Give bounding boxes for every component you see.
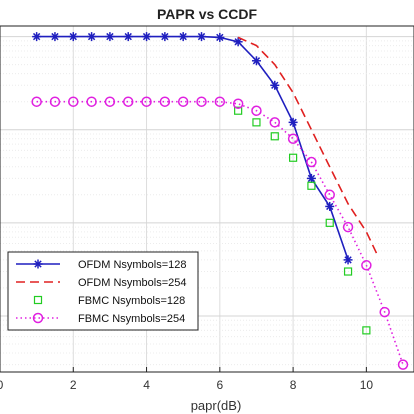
legend-label: FBMC Nsymbols=254 — [78, 313, 185, 325]
data-point-fbmc-128 — [343, 267, 353, 276]
data-point-ofdm-128 — [123, 32, 133, 42]
x-axis-ticks: 0 2 4 6 8 10 — [0, 367, 373, 392]
data-point-fbmc-254 — [86, 96, 97, 107]
legend-item-ofdm-128: OFDM Nsymbols=128 — [16, 259, 187, 271]
plot-frame — [0, 25, 414, 373]
data-point-ofdm-128 — [50, 32, 60, 42]
data-point-fbmc-254 — [31, 96, 42, 107]
data-point-ofdm-128 — [105, 32, 115, 42]
data-point-fbmc-128 — [307, 181, 316, 190]
series-fbmc-254 — [31, 96, 409, 370]
x-tick-label: 4 — [143, 378, 150, 392]
legend-item-fbmc-128: FBMC Nsymbols=128 — [33, 295, 185, 307]
data-point-fbmc-128 — [234, 106, 243, 115]
data-series — [31, 32, 409, 370]
x-tick-label: 6 — [216, 378, 223, 392]
series-line-ofdm-254 — [237, 36, 379, 256]
series-fbmc-128 — [234, 106, 371, 335]
data-point-ofdm-128 — [142, 32, 152, 42]
data-point-fbmc-254 — [342, 221, 354, 233]
data-point-ofdm-128 — [32, 32, 42, 42]
data-point-ofdm-128 — [68, 32, 78, 42]
legend-marker — [32, 312, 44, 324]
data-point-fbmc-128 — [325, 218, 334, 227]
data-point-fbmc-254 — [232, 98, 244, 110]
legend-label: OFDM Nsymbols=254 — [78, 277, 187, 289]
x-tick-label: 8 — [290, 378, 297, 392]
x-tick-label: 0 — [0, 378, 4, 392]
data-point-ofdm-128 — [251, 56, 261, 66]
x-tick-label: 10 — [360, 378, 374, 392]
legend-marker — [33, 259, 43, 269]
data-point-ofdm-128 — [160, 32, 170, 42]
legend-label: OFDM Nsymbols=128 — [78, 259, 187, 271]
data-point-fbmc-254 — [177, 96, 189, 107]
data-point-ofdm-128 — [270, 80, 280, 90]
data-point-fbmc-254 — [361, 260, 372, 271]
legend-label: FBMC Nsymbols=128 — [78, 295, 185, 307]
data-point-fbmc-254 — [122, 96, 134, 107]
data-point-fbmc-254 — [141, 96, 152, 107]
data-point-ofdm-128 — [197, 32, 207, 42]
data-point-fbmc-128 — [252, 118, 261, 127]
series-ofdm-254 — [237, 36, 379, 256]
data-point-fbmc-254 — [104, 96, 116, 107]
data-point-fbmc-254 — [68, 96, 79, 107]
data-point-fbmc-254 — [49, 96, 61, 107]
data-point-ofdm-128 — [178, 32, 188, 42]
legend-item-fbmc-254: FBMC Nsymbols=254 — [16, 312, 185, 325]
data-point-ofdm-128 — [233, 37, 243, 47]
series-ofdm-128 — [32, 32, 353, 265]
data-point-fbmc-254 — [324, 189, 335, 201]
data-point-fbmc-254 — [287, 133, 299, 144]
legend-box — [7, 251, 199, 331]
x-axis-label: papr(dB) — [191, 398, 242, 413]
data-point-fbmc-254 — [306, 156, 317, 168]
chart-title: PAPR vs CCDF — [157, 6, 258, 22]
data-point-fbmc-254 — [397, 359, 409, 370]
data-point-ofdm-128 — [325, 201, 335, 211]
data-point-fbmc-254 — [379, 306, 390, 318]
legend-item-ofdm-254: OFDM Nsymbols=254 — [16, 277, 187, 289]
data-point-fbmc-254 — [159, 96, 171, 107]
data-point-ofdm-128 — [87, 32, 97, 42]
data-point-fbmc-128 — [270, 132, 279, 141]
data-point-fbmc-128 — [288, 153, 298, 162]
data-point-fbmc-254 — [269, 117, 281, 128]
legend: OFDM Nsymbols=128 OFDM Nsymbols=254 FBMC N… — [7, 251, 199, 331]
x-tick-label: 2 — [70, 378, 77, 392]
data-point-ofdm-128 — [306, 173, 316, 183]
data-point-fbmc-254 — [251, 105, 262, 116]
legend-marker — [33, 295, 43, 305]
data-point-fbmc-128 — [362, 326, 371, 335]
data-point-ofdm-128 — [215, 32, 225, 42]
data-point-ofdm-128 — [288, 117, 298, 127]
data-point-fbmc-254 — [196, 96, 207, 107]
data-point-ofdm-128 — [343, 255, 353, 265]
data-point-fbmc-254 — [214, 96, 226, 107]
